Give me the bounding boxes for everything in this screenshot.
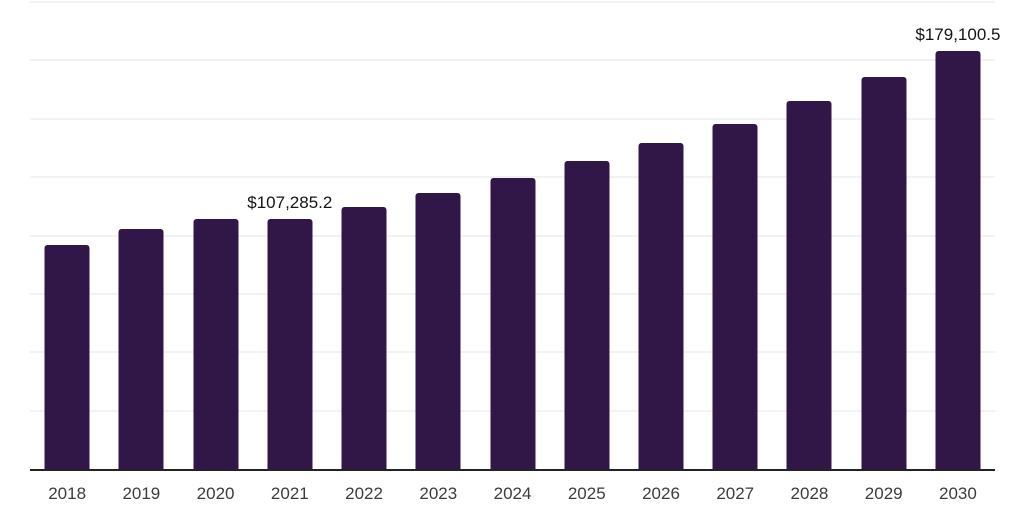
plot-area: $107,285.2 $179,100.5 [30, 0, 1000, 469]
bar-2028 [786, 101, 832, 469]
bar-slot-2018 [30, 0, 104, 469]
gridline [30, 117, 995, 120]
gridline [30, 176, 995, 179]
x-tick-label-2020: 2020 [196, 484, 235, 503]
bar-2023 [415, 193, 461, 469]
bar-2026 [638, 143, 684, 469]
bar-slot-2021: $107,285.2 [247, 0, 332, 469]
bar-slot-2022 [327, 0, 401, 469]
x-tick-label-2019: 2019 [122, 484, 161, 503]
x-tick-label-2022: 2022 [345, 484, 383, 503]
bar-slot-2024 [475, 0, 549, 469]
bar-slot-2027 [698, 0, 772, 469]
bar-value-label-2021: $107,285.2 [247, 192, 333, 212]
bar-slot-2029 [847, 0, 921, 469]
bar-slot-2025 [550, 0, 624, 469]
bar-series: $107,285.2 $179,100.5 [30, 0, 1000, 469]
x-axis-tick-labels: 2018 2019 2020 2021 2022 2023 2024 2025 2026 2027… [30, 484, 995, 503]
x-tick-label-2018: 2018 [48, 484, 87, 503]
x-tick-label-2027: 2027 [716, 484, 755, 503]
bar-slot-2023 [401, 0, 475, 469]
bar-slot-2028 [772, 0, 846, 469]
bar-slot-2026 [624, 0, 698, 469]
x-tick-label-2026: 2026 [642, 484, 680, 503]
bar-2025 [564, 161, 610, 469]
x-tick-label-2023: 2023 [419, 484, 458, 503]
x-axis-line [30, 469, 995, 471]
bar-value-label-2030: $179,100.5 [915, 24, 1001, 44]
gridline [30, 59, 995, 62]
bar-2018 [44, 244, 90, 469]
x-tick-label-2029: 2029 [864, 484, 903, 503]
bar-2027 [712, 124, 758, 469]
bar-slot-2019 [104, 0, 178, 469]
bar-2024 [490, 178, 536, 469]
x-tick-label-2028: 2028 [790, 484, 829, 503]
x-tick-label-2024: 2024 [493, 484, 532, 503]
x-tick-label-2030: 2030 [939, 484, 977, 503]
gridline [30, 1, 995, 3]
bar-slot-2020 [178, 0, 252, 469]
bar-slot-2030: $179,100.5 [915, 0, 1000, 469]
bar-2022 [341, 206, 387, 469]
bar-2021 [267, 218, 313, 469]
bar-2020 [193, 219, 239, 469]
x-tick-label-2025: 2025 [567, 484, 606, 503]
x-tick-label-2021: 2021 [270, 484, 309, 503]
bar-2029 [861, 76, 907, 469]
bar-2019 [118, 228, 164, 469]
bar-2030 [935, 50, 981, 469]
